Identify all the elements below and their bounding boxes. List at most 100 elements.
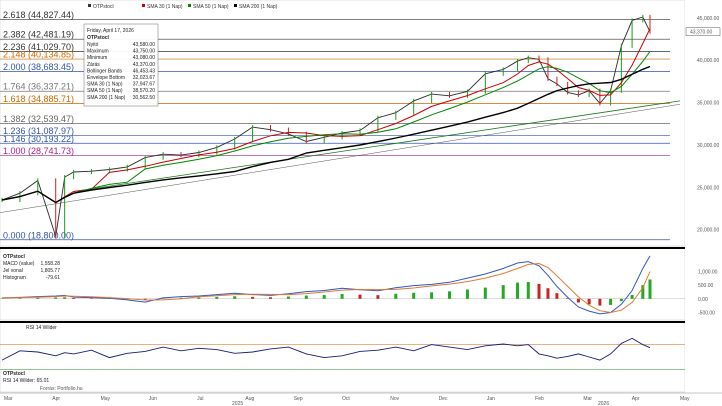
x-tick-11: Feb bbox=[535, 396, 544, 402]
trend-line-support bbox=[73, 100, 681, 192]
legend-swatch-sma30 bbox=[142, 4, 145, 7]
x-tick-13: Apr bbox=[632, 396, 640, 402]
macd-hist-bar bbox=[465, 289, 469, 299]
rsi-legend-symbol: OTPstocl bbox=[3, 371, 26, 377]
macd-row-label-2: Histogram bbox=[3, 275, 26, 281]
macd-hist-bar bbox=[526, 282, 530, 299]
macd-hist-bar bbox=[648, 279, 652, 299]
x-tick-4: Jul bbox=[197, 396, 203, 402]
macd-row-label-0: MACD (value) bbox=[3, 261, 35, 267]
x-tick-0: Mar bbox=[4, 396, 13, 402]
macd-hist-bar bbox=[598, 298, 602, 306]
macd-hist-bar bbox=[54, 297, 58, 299]
legend: OTPstocl SMA 30 (1 Nap) SMA 50 (1 Nap) S… bbox=[88, 4, 278, 10]
macd-tick-0: 1,000.00 bbox=[698, 269, 718, 275]
macd-hist-bar bbox=[394, 293, 398, 299]
macd-hist-bar bbox=[18, 298, 22, 299]
x-tick-8: Nov bbox=[390, 396, 399, 402]
legend-swatch-price bbox=[88, 4, 91, 7]
macd-hist-bar bbox=[304, 295, 308, 299]
price-line bbox=[1, 16, 651, 237]
price-tick-3: 30,000.00 bbox=[697, 143, 719, 149]
x-year-1: 2026 bbox=[598, 401, 609, 406]
macd-hist-bar bbox=[286, 296, 290, 299]
macd-row-label-1: Jel vonal bbox=[3, 268, 23, 274]
macd-hist-bar bbox=[376, 295, 380, 299]
fib-label-1: 2.382 (42,481.19) bbox=[3, 30, 74, 40]
fib-label-6: 1.618 (34,885.71) bbox=[3, 94, 74, 104]
macd-hist-bar bbox=[233, 296, 237, 299]
info-symbol: OTPstocl bbox=[87, 35, 110, 41]
right-axis-bg bbox=[685, 0, 722, 392]
fib-label-0: 2.618 (44,827.44) bbox=[3, 10, 74, 20]
macd-hist-bar bbox=[587, 298, 591, 305]
current-price-box bbox=[685, 27, 721, 36]
info-box: Friday, April 17, 2026 OTPstocl Nyitó 43,… bbox=[83, 23, 159, 107]
info-row-label-1: Maximum bbox=[87, 49, 109, 55]
macd-hist-bar bbox=[537, 283, 541, 299]
info-row-label-6: SMA 30 (1 Nap) bbox=[87, 82, 123, 88]
trend-line-lower bbox=[0, 104, 681, 213]
legend-item-price: OTPstocl bbox=[93, 4, 114, 10]
legend-item-sma50: SMA 50 (1 Nap) bbox=[193, 4, 229, 10]
info-row-label-3: Zárás bbox=[87, 62, 100, 68]
info-row-value-2: 43,080.00 bbox=[133, 55, 155, 61]
macd-hist-bar bbox=[143, 298, 147, 301]
macd-hist-bar bbox=[197, 297, 201, 299]
macd-legend: OTPstocl MACD (value) 1,558.28 Jel vonal 1,… bbox=[3, 254, 60, 281]
macd-hist-bar bbox=[566, 298, 570, 299]
fib-label-8: 1.236 (31,087.97) bbox=[3, 126, 74, 136]
macd-hist-bar bbox=[609, 298, 613, 305]
fib-label-10: 1.000 (28,741.73) bbox=[3, 146, 74, 156]
sma-line-2 bbox=[1, 65, 651, 204]
macd-hist-bar bbox=[358, 294, 362, 299]
x-year-0: 2025 bbox=[232, 401, 243, 406]
info-row-value-0: 43,580.00 bbox=[133, 42, 155, 48]
info-row-value-6: 37,947.67 bbox=[133, 82, 155, 88]
legend-swatch-sma200 bbox=[234, 4, 237, 7]
macd-hist-bar bbox=[641, 285, 645, 299]
fib-label-5: 1.764 (36,337.21) bbox=[3, 82, 74, 92]
info-row-label-5: Envelope Bottom bbox=[87, 75, 125, 81]
rsi-panel bbox=[0, 321, 686, 393]
macd-hist-bar bbox=[448, 291, 452, 299]
info-row-label-0: Nyitó bbox=[87, 42, 99, 48]
price-tick-2: 35,000.00 bbox=[697, 101, 719, 107]
fib-label-7: 1.382 (32,539.47) bbox=[3, 114, 74, 124]
macd-hist-bar bbox=[630, 295, 634, 299]
legend-item-sma30: SMA 30 (1 Nap) bbox=[147, 4, 183, 10]
info-row-label-2: Minimum bbox=[87, 55, 107, 61]
macd-hist-bar bbox=[251, 296, 255, 299]
x-tick-6: Sep bbox=[294, 396, 303, 402]
macd-hist-bar bbox=[412, 292, 416, 299]
legend-item-sma200: SMA 200 (1 Nap) bbox=[239, 4, 278, 10]
macd-hist-bar bbox=[322, 295, 326, 299]
rsi-value-label: RSI 14 Wilder: 65.01 bbox=[3, 378, 49, 384]
macd-hist-bar bbox=[179, 297, 183, 299]
price-tick-5: 20,000.00 bbox=[697, 228, 719, 234]
price-tick-1: 40,000.00 bbox=[697, 58, 719, 64]
macd-tick-2: 0.00 bbox=[698, 297, 708, 303]
macd-hist-bar bbox=[269, 297, 273, 299]
info-row-label-7: SMA 50 (1 Nap) bbox=[87, 88, 123, 94]
macd-hist-bar bbox=[576, 298, 580, 303]
x-tick-14: May bbox=[680, 396, 690, 402]
x-tick-3: Jun bbox=[149, 396, 157, 402]
fib-label-9: 1.146 (30,193.22) bbox=[3, 134, 74, 144]
x-tick-5: Aug bbox=[245, 396, 254, 402]
macd-hist-bar bbox=[483, 287, 487, 299]
info-row-value-8: 30,562.50 bbox=[133, 95, 155, 101]
macd-tick-1: 500.00 bbox=[698, 283, 714, 289]
info-row-value-5: 32,023.67 bbox=[133, 75, 155, 81]
macd-signal-line bbox=[1, 262, 651, 314]
x-tick-7: Oct bbox=[342, 396, 350, 402]
rsi-line bbox=[1, 337, 651, 361]
info-row-value-7: 38,570.20 bbox=[133, 88, 155, 94]
price-tick-0: 45,000.00 bbox=[697, 16, 719, 22]
macd-line bbox=[1, 255, 651, 315]
fib-label-2: 2.236 (41,029.70) bbox=[3, 42, 74, 52]
info-row-label-4: Bollinger Bands bbox=[87, 68, 123, 74]
macd-title: OTPstocl bbox=[3, 254, 26, 260]
sma-line-1 bbox=[1, 51, 651, 204]
